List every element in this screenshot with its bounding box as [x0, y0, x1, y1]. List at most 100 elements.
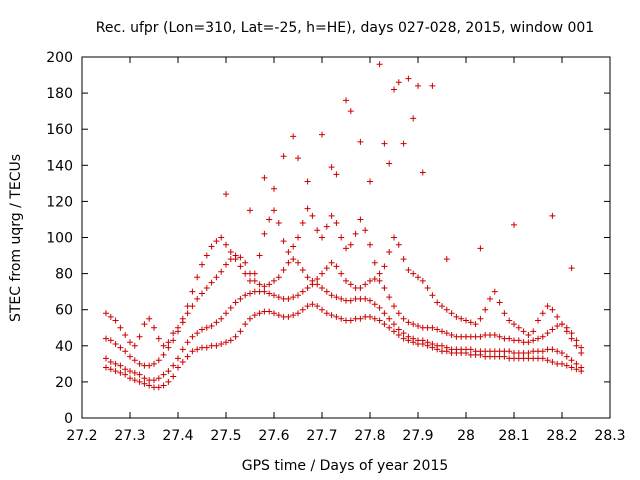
data-point	[184, 310, 191, 317]
data-point	[271, 292, 277, 299]
data-point	[395, 241, 402, 248]
data-point	[203, 285, 210, 292]
data-point	[511, 321, 517, 328]
data-point	[410, 115, 417, 122]
data-point	[271, 277, 277, 284]
data-point	[266, 308, 273, 315]
data-point	[203, 324, 210, 331]
data-point	[227, 337, 234, 344]
x-tick-label: 27.6	[258, 428, 289, 444]
data-point	[319, 234, 325, 241]
data-point	[323, 265, 330, 272]
y-tick-label: 40	[55, 339, 73, 355]
data-point	[328, 292, 335, 299]
data-point	[131, 369, 138, 376]
data-point	[539, 355, 546, 362]
data-point	[271, 185, 277, 192]
data-point	[160, 351, 167, 358]
data-point	[299, 306, 306, 313]
data-point	[285, 313, 292, 320]
data-point	[347, 297, 354, 304]
data-point	[559, 360, 565, 367]
data-point	[151, 324, 157, 331]
data-point	[319, 131, 325, 138]
data-point	[525, 339, 532, 346]
data-point	[122, 371, 129, 378]
data-point	[544, 330, 551, 337]
data-point	[103, 335, 109, 342]
data-point	[443, 306, 450, 313]
data-point	[223, 261, 229, 268]
data-point	[314, 303, 321, 310]
data-point	[400, 330, 407, 337]
data-point	[381, 140, 388, 147]
data-point	[410, 270, 417, 277]
data-point	[448, 310, 455, 317]
data-point	[304, 274, 311, 281]
data-point	[544, 357, 551, 364]
data-point	[458, 315, 465, 322]
data-points	[103, 61, 585, 391]
data-point	[151, 377, 157, 384]
data-point	[496, 299, 503, 306]
data-point	[367, 297, 373, 304]
data-point	[573, 360, 580, 367]
data-point	[367, 241, 373, 248]
data-point	[275, 274, 282, 281]
data-point	[391, 234, 397, 241]
data-point	[367, 313, 373, 320]
data-point	[127, 353, 133, 360]
data-point	[391, 328, 397, 335]
data-point	[247, 277, 253, 284]
data-point	[237, 254, 244, 261]
data-point	[554, 322, 561, 329]
x-tick-label: 27.3	[114, 428, 145, 444]
data-point	[405, 319, 412, 326]
data-point	[127, 368, 133, 375]
data-point	[112, 360, 119, 367]
data-point	[347, 281, 354, 288]
data-point	[227, 248, 234, 255]
data-point	[410, 335, 417, 342]
data-point	[117, 324, 124, 331]
data-point	[275, 220, 282, 227]
data-point	[453, 313, 460, 320]
y-tick-label: 200	[46, 50, 73, 66]
data-point	[381, 285, 388, 292]
data-point	[165, 368, 172, 375]
data-point	[122, 331, 129, 338]
data-point	[266, 281, 273, 288]
data-point	[568, 357, 575, 364]
data-point	[309, 301, 316, 308]
y-tick-label: 60	[55, 303, 73, 319]
data-point	[107, 359, 114, 366]
data-point	[515, 337, 522, 344]
x-tick-label: 27.4	[162, 428, 193, 444]
data-point	[146, 362, 153, 369]
data-point	[237, 295, 244, 302]
data-point	[549, 346, 556, 353]
data-point	[256, 310, 263, 317]
data-point	[463, 317, 469, 324]
data-point	[175, 364, 181, 371]
data-point	[194, 274, 201, 281]
data-point	[443, 330, 450, 337]
data-point	[160, 382, 167, 389]
data-point	[482, 306, 489, 313]
data-point	[256, 281, 263, 288]
x-tick-label: 27.9	[402, 428, 433, 444]
data-point	[107, 366, 114, 373]
data-point	[333, 263, 340, 270]
data-point	[323, 310, 330, 317]
data-point	[429, 340, 436, 347]
data-point	[347, 317, 354, 324]
data-point	[439, 303, 445, 310]
data-point	[439, 342, 445, 349]
data-point	[271, 310, 277, 317]
data-point	[319, 270, 325, 277]
data-point	[391, 303, 397, 310]
data-point	[491, 331, 498, 338]
data-point	[242, 321, 249, 328]
data-point	[429, 82, 436, 89]
